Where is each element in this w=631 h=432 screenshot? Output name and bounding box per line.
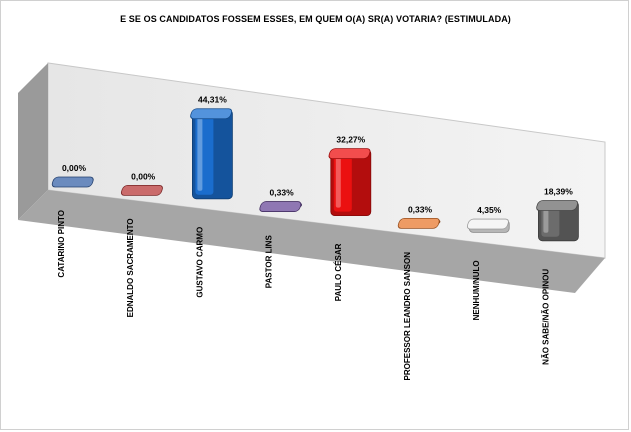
category-label: EDNALDO SACRAMENTO [126, 218, 135, 317]
bar-pastor-lins [259, 201, 303, 212]
chart-floor [18, 190, 605, 293]
bar-professor-leandro-sanson [397, 217, 441, 229]
chart-title: E SE OS CANDIDATOS FOSSEM ESSES, EM QUEM… [120, 14, 511, 24]
category-label: NENHUM/NULO [472, 260, 481, 320]
category-label: PAULO CÉSAR [334, 243, 343, 301]
value-label: 18,39% [544, 186, 573, 196]
bar-nenhum-nulo [466, 218, 510, 233]
bar-gustavo-carmo [190, 108, 233, 200]
bar-ednaldo-sacramento [120, 184, 163, 196]
bar-catarino-pinto [51, 176, 94, 188]
value-label: 0,00% [62, 163, 87, 173]
category-label: PROFESSOR LEANDRO SANSON [403, 252, 412, 381]
category-label: CATARINO PINTO [57, 210, 66, 278]
value-label: 0,33% [270, 188, 295, 198]
value-label: 0,00% [131, 171, 156, 181]
bar-paulo-cesar [328, 148, 372, 216]
category-label: NÃO SABE/NÃO OPINOU [541, 269, 550, 365]
value-label: 0,33% [408, 204, 433, 214]
value-label: 32,27% [336, 135, 365, 145]
value-label: 44,31% [198, 95, 227, 105]
labels-layer: 0,00% CATARINO PINTO 0,00% EDNALDO SACRAMEN… [57, 95, 573, 381]
bar-nao-sabe-nao-opinou [536, 200, 579, 242]
bars-layer [51, 108, 579, 242]
category-label: PASTOR LINS [265, 235, 274, 289]
category-label: GUSTAVO CARMO [195, 227, 204, 298]
value-label: 4,35% [477, 205, 502, 215]
chart-side-wall [18, 63, 48, 220]
